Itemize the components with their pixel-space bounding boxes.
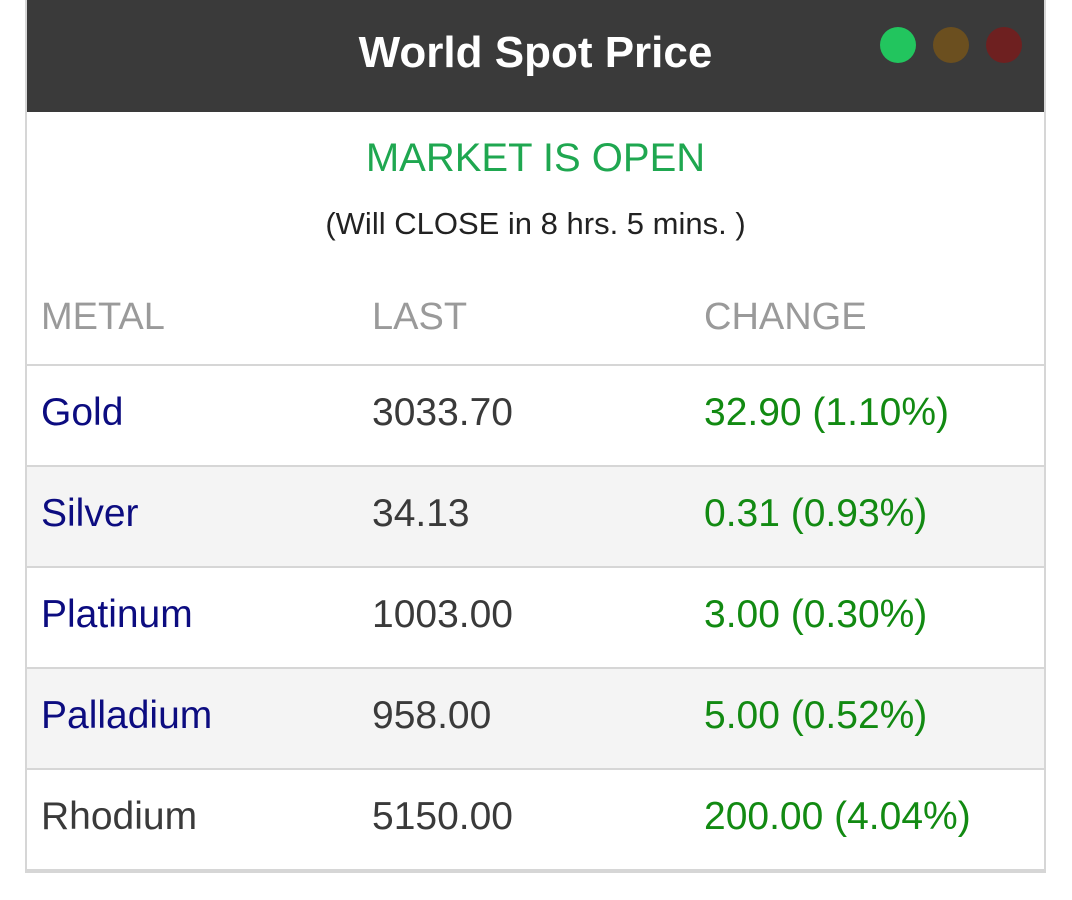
- green-status-dot-icon: [880, 27, 916, 63]
- market-status: MARKET IS OPEN: [365, 136, 706, 180]
- metal-link-palladium[interactable]: Palladium: [41, 694, 213, 737]
- table-row-gold: Gold 3033.70 32.90 (1.10%): [27, 366, 1044, 467]
- last-price: 5150.00: [372, 795, 513, 838]
- price-change: 3.00 (0.30%): [704, 593, 928, 636]
- metal-name-rhodium: Rhodium: [41, 795, 198, 838]
- table-row-platinum: Platinum 1003.00 3.00 (0.30%): [27, 568, 1044, 669]
- last-price: 1003.00: [372, 593, 513, 636]
- column-header-change: CHANGE: [704, 296, 867, 338]
- metal-link-silver[interactable]: Silver: [41, 492, 139, 535]
- spot-price-widget: World Spot Price MARKET IS OPEN (Will CL…: [25, 0, 1046, 873]
- column-header-metal: METAL: [41, 296, 165, 338]
- column-header-last: LAST: [372, 296, 468, 338]
- last-price: 958.00: [372, 694, 492, 737]
- red-status-dot-icon: [986, 27, 1022, 63]
- last-price: 3033.70: [372, 391, 513, 434]
- price-change: 5.00 (0.52%): [704, 694, 928, 737]
- price-change: 32.90 (1.10%): [704, 391, 949, 434]
- last-price: 34.13: [372, 492, 470, 535]
- table-header: METAL LAST CHANGE: [27, 278, 1044, 366]
- metal-link-platinum[interactable]: Platinum: [41, 593, 193, 636]
- table-row-silver: Silver 34.13 0.31 (0.93%): [27, 467, 1044, 568]
- metal-link-gold[interactable]: Gold: [41, 391, 124, 434]
- table-row-palladium: Palladium 958.00 5.00 (0.52%): [27, 669, 1044, 770]
- amber-status-dot-icon: [933, 27, 969, 63]
- widget-title: World Spot Price: [358, 28, 713, 77]
- price-change: 0.31 (0.93%): [704, 492, 928, 535]
- table-row-rhodium: Rhodium 5150.00 200.00 (4.04%): [27, 770, 1044, 871]
- widget-header: World Spot Price: [27, 0, 1044, 112]
- market-countdown: (Will CLOSE in 8 hrs. 5 mins. ): [325, 206, 746, 241]
- price-change: 200.00 (4.04%): [704, 795, 971, 838]
